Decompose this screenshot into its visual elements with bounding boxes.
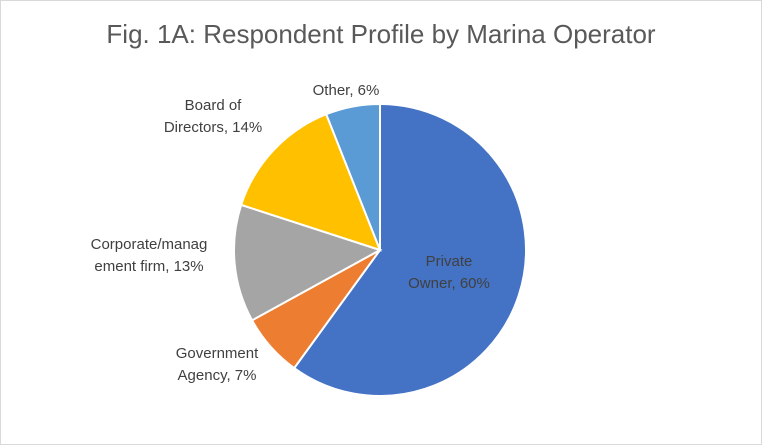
pie-slice-private-owner: [292, 102, 527, 397]
data-label-government-agency: Government Agency, 7%: [176, 345, 259, 384]
data-label-private-owner: Private Owner, 60%: [408, 253, 490, 292]
data-label-other: Other, 6%: [313, 82, 380, 99]
data-label-corporate-management-firm: Corporate/manag ement firm, 13%: [91, 236, 208, 275]
pie-slice-board-of-directors: [239, 112, 382, 252]
pie-slice-other: [324, 102, 381, 251]
chart-title: Fig. 1A: Respondent Profile by Marina Op…: [106, 19, 656, 49]
pie-slice-corporate-management-firm: [233, 203, 383, 322]
data-label-board-of-directors: Board of Directors, 14%: [164, 97, 262, 136]
